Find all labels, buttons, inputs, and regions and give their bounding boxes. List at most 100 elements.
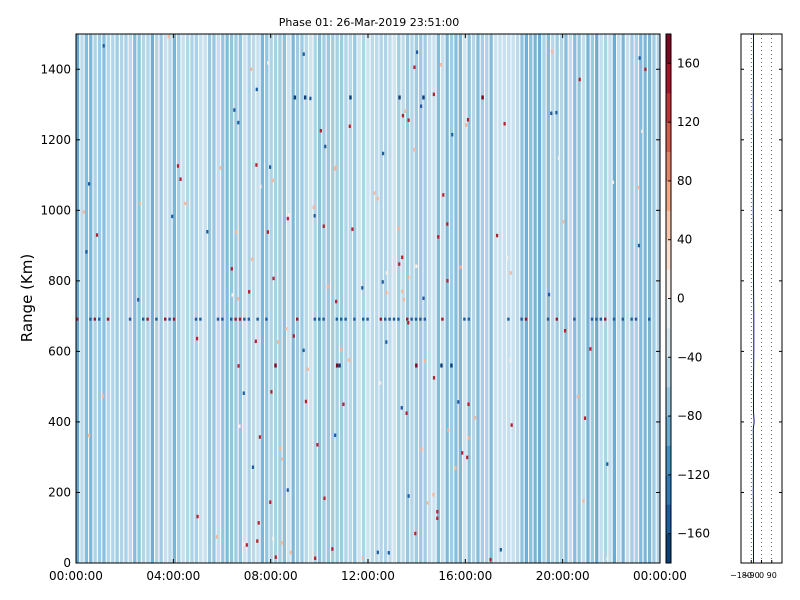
heatmap-column [617, 34, 621, 563]
heatmap-outlier [362, 317, 365, 321]
heatmap-column [639, 34, 643, 563]
heatmap-outlier [385, 340, 388, 344]
heatmap-column-gap [607, 34, 609, 563]
heatmap-column [331, 34, 335, 563]
heatmap-outlier [612, 317, 616, 321]
heatmap-outlier [281, 457, 284, 461]
heatmap-column-gap [281, 34, 283, 563]
heatmap-outlier [599, 317, 602, 321]
heatmap-column [318, 34, 322, 563]
heatmap-outlier [266, 230, 269, 234]
heatmap-outlier [270, 390, 273, 394]
heatmap-outlier [621, 317, 624, 321]
heatmap-column-gap [330, 34, 332, 563]
heatmap-column-gap [602, 34, 604, 563]
heatmap-column-gap [259, 34, 261, 563]
colorbar-segment [666, 122, 671, 153]
heatmap-column [370, 34, 374, 563]
heatmap-outlier [250, 67, 253, 72]
heatmap-outlier [473, 416, 477, 420]
profile-x-tick-label: 90 [767, 571, 777, 580]
heatmap-outlier [436, 516, 439, 521]
heatmap-outlier [507, 317, 510, 321]
heatmap-column-gap [140, 34, 142, 563]
heatmap-outlier [582, 499, 585, 503]
heatmap-outlier [289, 550, 292, 555]
heatmap-outlier [557, 156, 561, 161]
heatmap-column-gap [466, 34, 468, 563]
heatmap-column-gap [479, 34, 481, 563]
x-tick-label: 00:00:00 [49, 569, 103, 583]
heatmap-outlier [274, 555, 277, 559]
heatmap-outlier [379, 381, 382, 385]
heatmap-column [621, 34, 625, 563]
heatmap-column [172, 34, 176, 563]
heatmap-column-gap [453, 34, 455, 563]
heatmap-outlier [88, 433, 91, 438]
heatmap-outlier [404, 109, 407, 114]
heatmap-column [375, 34, 379, 563]
heatmap-column [76, 34, 80, 563]
heatmap-column-gap [88, 34, 90, 563]
heatmap-outlier [400, 406, 403, 410]
heatmap-column [357, 34, 361, 563]
y-tick-label: 1400 [40, 62, 71, 76]
heatmap-outlier [237, 120, 240, 125]
heatmap-column-gap [594, 34, 596, 563]
heatmap-outlier [194, 317, 198, 321]
heatmap-outlier [446, 279, 449, 283]
heatmap-column [296, 34, 300, 563]
heatmap-outlier [595, 317, 598, 321]
heatmap-column [150, 34, 154, 563]
heatmap-plot: 00:00:00 04:00:00 08:00:00 12:00:00 16:00:00… [18, 33, 687, 583]
heatmap-outlier [407, 275, 410, 279]
heatmap-column [194, 34, 198, 563]
profile-x-tick-label: −180 [730, 571, 752, 580]
heatmap-outlier [420, 104, 423, 109]
heatmap-column-gap [396, 34, 398, 563]
heatmap-outlier [589, 347, 592, 351]
heatmap-column-gap [220, 34, 222, 563]
x-tick-label: 20:00:00 [536, 569, 590, 583]
heatmap-column-gap [585, 34, 587, 563]
heatmap-outlier [155, 317, 158, 321]
heatmap-column [256, 34, 260, 563]
heatmap-column-gap [484, 34, 486, 563]
heatmap-column [498, 34, 502, 563]
heatmap-outlier [524, 317, 528, 321]
heatmap-column [643, 34, 647, 563]
x-tick-label: 12:00:00 [341, 569, 395, 583]
heatmap-column [309, 34, 313, 563]
heatmap-column [287, 34, 291, 563]
heatmap-outlier [85, 250, 88, 254]
heatmap-column [414, 34, 418, 563]
heatmap-column-gap [374, 34, 376, 563]
heatmap-column [397, 34, 401, 563]
heatmap-column-gap [246, 34, 248, 563]
heatmap-column-gap [360, 34, 362, 563]
heatmap-column [142, 34, 146, 563]
heatmap-column-gap [184, 34, 186, 563]
heatmap-outlier [313, 214, 316, 218]
heatmap-column [326, 34, 330, 563]
heatmap-column-gap [655, 34, 657, 563]
heatmap-outlier [196, 514, 199, 519]
heatmap-outlier [466, 455, 469, 460]
heatmap-outlier [196, 336, 199, 341]
heatmap-outlier [335, 299, 338, 304]
heatmap-column-gap [598, 34, 600, 563]
heatmap-column-gap [497, 34, 499, 563]
heatmap-column [353, 34, 357, 563]
heatmap-outlier [172, 317, 176, 321]
heatmap-outlier [376, 550, 379, 555]
heatmap-column-gap [110, 34, 112, 563]
heatmap-outlier [142, 317, 145, 321]
heatmap-outlier [361, 556, 364, 560]
heatmap-column-gap [255, 34, 257, 563]
heatmap-column-gap [101, 34, 103, 563]
y-tick-label: 1200 [40, 133, 71, 147]
heatmap-outlier [436, 509, 439, 514]
heatmap-column [155, 34, 159, 563]
heatmap-outlier [76, 317, 79, 321]
colorbar-segment [666, 504, 671, 535]
